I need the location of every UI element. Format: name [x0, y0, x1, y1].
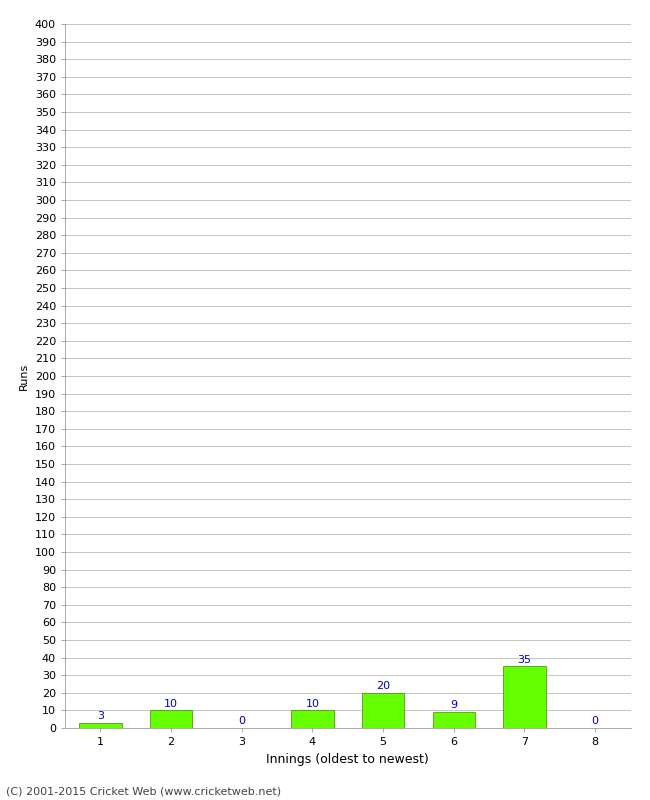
Bar	[433, 712, 475, 728]
Bar	[362, 693, 404, 728]
Bar	[291, 710, 333, 728]
Text: 0: 0	[238, 716, 245, 726]
Bar	[150, 710, 192, 728]
Text: 3: 3	[97, 711, 104, 721]
Bar	[503, 666, 546, 728]
Text: 10: 10	[164, 698, 178, 709]
Text: 0: 0	[592, 716, 599, 726]
Text: (C) 2001-2015 Cricket Web (www.cricketweb.net): (C) 2001-2015 Cricket Web (www.cricketwe…	[6, 786, 281, 796]
Text: 9: 9	[450, 701, 458, 710]
Y-axis label: Runs: Runs	[19, 362, 29, 390]
Bar	[79, 722, 122, 728]
Text: 10: 10	[306, 698, 319, 709]
Text: 35: 35	[517, 654, 532, 665]
Text: 20: 20	[376, 681, 390, 691]
X-axis label: Innings (oldest to newest): Innings (oldest to newest)	[266, 753, 429, 766]
